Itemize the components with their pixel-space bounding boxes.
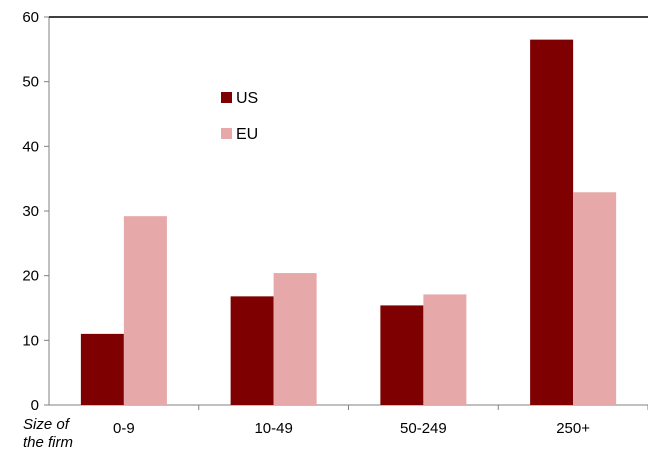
y-tick-label: 60 bbox=[22, 9, 39, 26]
y-tick-label: 40 bbox=[22, 138, 39, 155]
y-tick-label: 0 bbox=[31, 397, 39, 414]
x-axis-ticks: 0-9 10-49 50-249 250+ bbox=[113, 405, 648, 437]
bar-eu-50-249 bbox=[423, 294, 467, 405]
bars-group bbox=[80, 39, 617, 406]
y-tick-label: 10 bbox=[22, 332, 39, 349]
legend-label-us: US bbox=[236, 90, 258, 107]
bar-eu-0-9 bbox=[123, 216, 167, 405]
legend-swatch-eu bbox=[221, 128, 232, 139]
y-tick-label: 30 bbox=[22, 203, 39, 220]
x-tick-label: 0-9 bbox=[113, 420, 135, 437]
bar-eu-250+ bbox=[573, 192, 617, 405]
x-tick-label: 10-49 bbox=[254, 420, 292, 437]
y-tick-label: 50 bbox=[22, 74, 39, 91]
y-tick-label: 20 bbox=[22, 268, 39, 285]
x-tick-label: 250+ bbox=[556, 420, 590, 437]
y-axis-ticks: 0 10 20 30 40 50 60 bbox=[22, 9, 49, 414]
bar-us-10-49 bbox=[230, 296, 274, 405]
legend-swatch-us bbox=[221, 92, 232, 103]
x-axis-title: Size of the firm bbox=[23, 416, 73, 451]
legend: US EU bbox=[221, 90, 258, 143]
bar-us-0-9 bbox=[80, 333, 124, 405]
bar-us-250+ bbox=[530, 39, 574, 406]
legend-label-eu: EU bbox=[236, 126, 258, 143]
x-axis-title-line-2: the firm bbox=[23, 434, 73, 451]
x-axis-title-line-1: Size of bbox=[23, 416, 71, 433]
x-tick-label: 50-249 bbox=[400, 420, 447, 437]
bar-eu-10-49 bbox=[273, 273, 317, 405]
bar-us-50-249 bbox=[380, 305, 424, 405]
